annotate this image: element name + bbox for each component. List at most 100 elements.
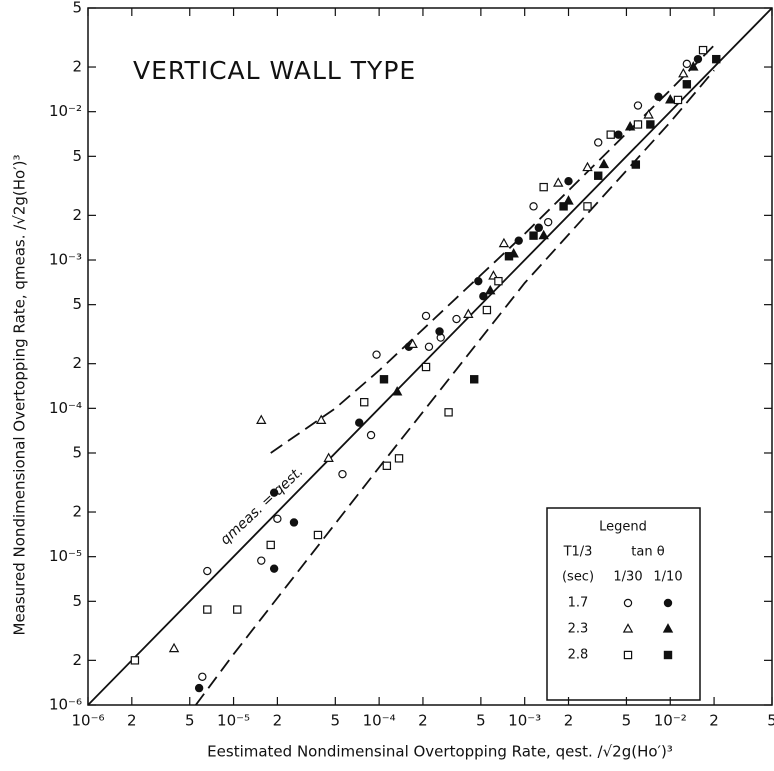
point: [379, 375, 389, 384]
point: [168, 642, 180, 653]
point: [130, 656, 140, 665]
point: [424, 342, 434, 351]
y-tick-label: 2: [72, 58, 82, 76]
point: [198, 672, 207, 681]
legend-period: 1.7: [568, 596, 589, 611]
point: [688, 61, 699, 71]
point: [273, 514, 282, 524]
point: [663, 598, 673, 608]
dashed-line: [270, 44, 715, 454]
point: [582, 161, 593, 172]
y-tick-label: 5: [72, 147, 82, 165]
point: [665, 94, 676, 104]
x-tick-label: 10⁻³: [508, 712, 541, 730]
legend-box: [546, 507, 701, 701]
point: [538, 229, 549, 240]
x-tick-label: 10⁻²: [654, 712, 687, 730]
point: [382, 461, 392, 470]
point: [474, 276, 483, 286]
y-tick-label: 2: [72, 503, 82, 521]
y-tick-label: 5: [72, 592, 82, 610]
point: [463, 308, 474, 318]
point: [631, 160, 641, 169]
point: [203, 566, 212, 576]
x-tick-label: 5: [331, 712, 341, 730]
x-tick-label: 2: [273, 712, 283, 730]
point: [233, 605, 242, 614]
point: [543, 217, 553, 227]
point: [583, 202, 592, 211]
x-tick-label: 10⁻⁵: [217, 712, 250, 730]
point: [256, 414, 267, 424]
point: [623, 650, 633, 660]
point: [622, 623, 634, 633]
legend-title: Legend: [599, 520, 647, 535]
point: [452, 314, 461, 324]
point: [479, 292, 488, 301]
y-tick-label: 10⁻⁴: [49, 399, 82, 417]
x-tick-label: 10⁻⁴: [363, 712, 396, 730]
solid-line: [88, 8, 772, 705]
x-tick-label: 2: [127, 712, 137, 730]
point: [338, 469, 347, 479]
point: [623, 598, 633, 608]
point: [355, 418, 364, 427]
point: [682, 80, 692, 89]
point: [313, 530, 323, 540]
legend: Legend T1/3 (sec) tan θ 1/30 1/10 1.7 2.3 2.…: [546, 507, 701, 701]
y-tick-label: 10⁻³: [49, 251, 82, 269]
point: [194, 683, 204, 693]
point: [391, 386, 403, 396]
point: [435, 327, 444, 336]
x-tick-label: 5: [767, 712, 774, 730]
point: [633, 120, 643, 129]
x-tick-label: 5: [185, 712, 195, 730]
point: [563, 195, 574, 205]
point: [203, 605, 212, 614]
point: [624, 121, 636, 131]
plot-area: [88, 8, 772, 705]
point: [394, 454, 404, 463]
legend-header: tan θ: [631, 545, 664, 560]
x-axis-title: Eestimated Nondimensinal Overtopping Rat…: [207, 743, 673, 761]
point: [598, 158, 610, 169]
annotation: VERTICAL WALL TYPE: [133, 56, 416, 85]
point: [693, 54, 703, 64]
point: [444, 408, 453, 417]
y-tick-label: 10⁻²: [49, 102, 82, 120]
point: [269, 564, 279, 573]
y-tick-label: 5: [72, 443, 82, 461]
point: [504, 252, 514, 261]
point: [712, 54, 721, 64]
legend-slope: 1/30: [613, 570, 642, 585]
point: [643, 109, 654, 119]
point: [559, 202, 568, 211]
y-tick-label: 2: [72, 354, 82, 372]
y-tick-label: 5: [72, 295, 82, 313]
point: [323, 452, 334, 462]
legend-slope: 1/10: [653, 570, 682, 585]
legend-period: 2.8: [568, 648, 589, 663]
y-tick-label: 10⁻⁶: [49, 696, 82, 714]
x-tick-label: 5: [622, 712, 632, 730]
point: [539, 182, 548, 192]
y-tick-label: 5: [72, 0, 82, 17]
y-tick-label: 2: [72, 651, 82, 669]
point: [614, 130, 623, 139]
point: [470, 375, 479, 384]
point: [485, 284, 496, 295]
point: [421, 311, 431, 321]
point: [407, 338, 418, 348]
point: [360, 397, 369, 407]
point: [564, 176, 573, 186]
dashed-line: [195, 69, 715, 705]
point: [289, 518, 299, 527]
point: [534, 223, 543, 232]
point: [654, 92, 663, 101]
point: [494, 276, 503, 286]
line-label: qmeas. = qest.: [217, 464, 306, 549]
x-tick-label: 2: [564, 712, 574, 730]
point: [662, 623, 674, 633]
y-axis-title: Measured Nondimensional Overtopping Rate…: [11, 154, 29, 635]
point: [482, 305, 492, 315]
